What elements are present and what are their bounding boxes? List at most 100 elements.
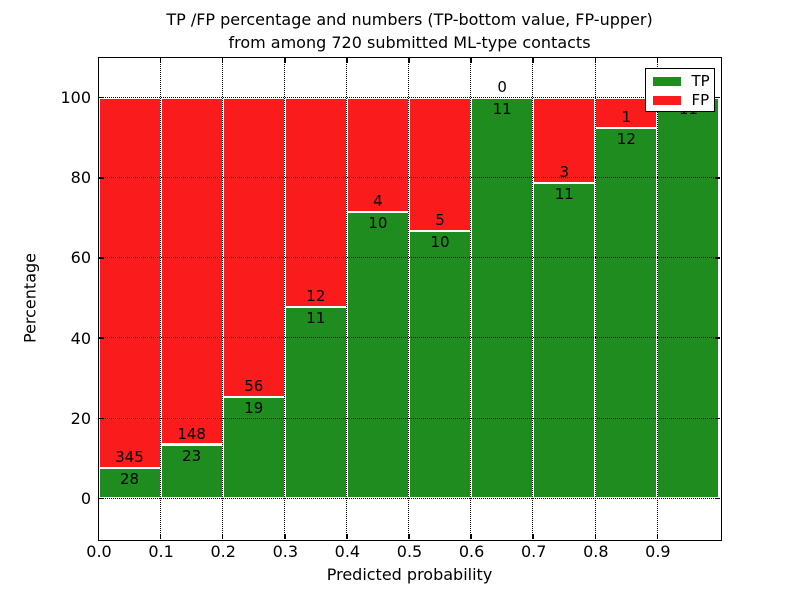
bar-count-label-fp: 1 [621, 108, 632, 127]
x-tick-mark [346, 533, 348, 539]
bar-count-label-fp: 5 [435, 211, 445, 230]
bar-count-label-fp: 3 [559, 163, 570, 182]
x-tick-mark [594, 533, 597, 539]
y-axis-label: Percentage [20, 252, 40, 344]
x-tick-mark [97, 57, 100, 63]
bar-count-label-tp: 23 [182, 446, 202, 465]
bar-count-label-fp: 345 [115, 448, 144, 467]
x-tick-label: 0.6 [458, 542, 485, 561]
y-tick-mark [714, 96, 720, 99]
bar-count-label-tp: 28 [120, 470, 140, 489]
y-tick-label: 80 [70, 168, 91, 188]
legend-box: TP FP [644, 67, 715, 112]
bar-segment-fp [160, 97, 223, 445]
bar-count-label-tp: 10 [368, 214, 388, 233]
x-tick-mark [532, 533, 534, 539]
legend-entry-tp: TP [652, 72, 714, 90]
x-tick-mark [656, 533, 659, 539]
y-tick-label: 20 [70, 408, 91, 428]
bar-segment-fp [222, 97, 285, 397]
y-tick-mark [98, 257, 104, 259]
bar-segment-fp [284, 97, 347, 307]
gridline-vertical [656, 57, 658, 539]
legend-entry-fp: FP [652, 91, 714, 109]
gridline-vertical [470, 57, 472, 539]
x-axis-label: Predicted probability [326, 565, 493, 584]
gridline-vertical [408, 57, 410, 539]
x-tick-mark [594, 57, 597, 63]
bar-count-label-fp: 0 [497, 77, 507, 96]
bar-segment-fp [533, 97, 596, 184]
y-tick-label: 60 [70, 248, 91, 268]
x-tick-label: 0.5 [396, 542, 423, 561]
y-tick-mark [98, 497, 104, 500]
bar-count-label-tp: 19 [244, 398, 264, 417]
x-tick-label: 0.0 [86, 542, 112, 561]
bar-count-label-fp: 148 [177, 424, 206, 443]
x-tick-mark [470, 533, 472, 539]
bar-count-label-tp: 11 [554, 185, 574, 204]
chart-title: TP /FP percentage and numbers (TP-bottom… [99, 8, 720, 54]
x-tick-mark [470, 57, 472, 63]
bar-segment-tp [409, 231, 472, 499]
bar-segment-tp [657, 97, 720, 499]
y-tick-mark [714, 337, 720, 339]
chart-title-line1: TP /FP percentage and numbers (TP-bottom… [166, 10, 653, 29]
y-tick-mark [714, 257, 720, 259]
bar-count-label-tp: 11 [492, 99, 512, 118]
bar-segment-tp [471, 97, 534, 499]
x-tick-label: 0.2 [210, 542, 236, 561]
y-tick-mark [98, 96, 104, 99]
gridline-vertical [284, 57, 286, 539]
bar-segment-tp [284, 306, 347, 499]
gridline-vertical [159, 57, 161, 539]
y-tick-mark [98, 337, 104, 339]
x-tick-mark [284, 533, 286, 539]
bar-segment-fp [409, 97, 472, 232]
y-tick-label: 100 [60, 88, 91, 108]
y-tick-label: 40 [70, 328, 91, 348]
x-tick-mark [97, 533, 100, 539]
x-tick-mark [221, 57, 224, 63]
x-tick-mark [408, 533, 410, 539]
bar-count-label-fp: 12 [306, 286, 326, 305]
x-tick-label: 0.3 [272, 542, 299, 561]
x-tick-mark [346, 57, 348, 63]
gridline-vertical [594, 57, 596, 539]
x-tick-mark [408, 57, 410, 63]
chart-title-line2: from among 720 submitted ML-type contact… [228, 33, 591, 52]
bar-count-label-fp: 56 [244, 376, 264, 395]
x-tick-mark [221, 533, 224, 539]
x-tick-label: 0.1 [148, 542, 174, 561]
bar-segment-tp [533, 183, 596, 499]
y-tick-mark [714, 497, 720, 500]
y-tick-mark [714, 177, 720, 179]
legend-swatch-tp [652, 77, 681, 86]
x-tick-label: 0.4 [334, 542, 361, 561]
bar-segment-tp [346, 212, 409, 499]
x-tick-mark [656, 57, 659, 63]
bar-count-label-tp: 12 [616, 130, 636, 149]
legend-label-tp: TP [691, 72, 710, 90]
y-tick-label: 0 [80, 488, 91, 508]
bar-segment-tp [595, 128, 658, 499]
legend-label-fp: FP [691, 91, 710, 109]
bar-count-label-tp: 10 [430, 233, 450, 252]
x-tick-mark [159, 533, 162, 539]
gridline-vertical [346, 57, 348, 539]
bar-segment-tp [160, 444, 223, 499]
legend-swatch-fp [652, 96, 681, 105]
x-tick-mark [532, 57, 534, 63]
gridline-vertical [221, 57, 223, 539]
x-tick-label: 0.9 [645, 542, 671, 561]
plot-area: 345281482356191211410510011311112011TPFP [97, 56, 722, 541]
y-tick-mark [98, 177, 104, 179]
y-tick-mark [98, 417, 104, 419]
bar-count-label-tp: 11 [306, 308, 326, 327]
y-tick-mark [714, 417, 720, 419]
x-tick-label: 0.7 [520, 542, 547, 561]
gridline-vertical [532, 57, 534, 539]
x-tick-mark [159, 57, 162, 63]
bar-count-label-fp: 4 [373, 192, 383, 211]
